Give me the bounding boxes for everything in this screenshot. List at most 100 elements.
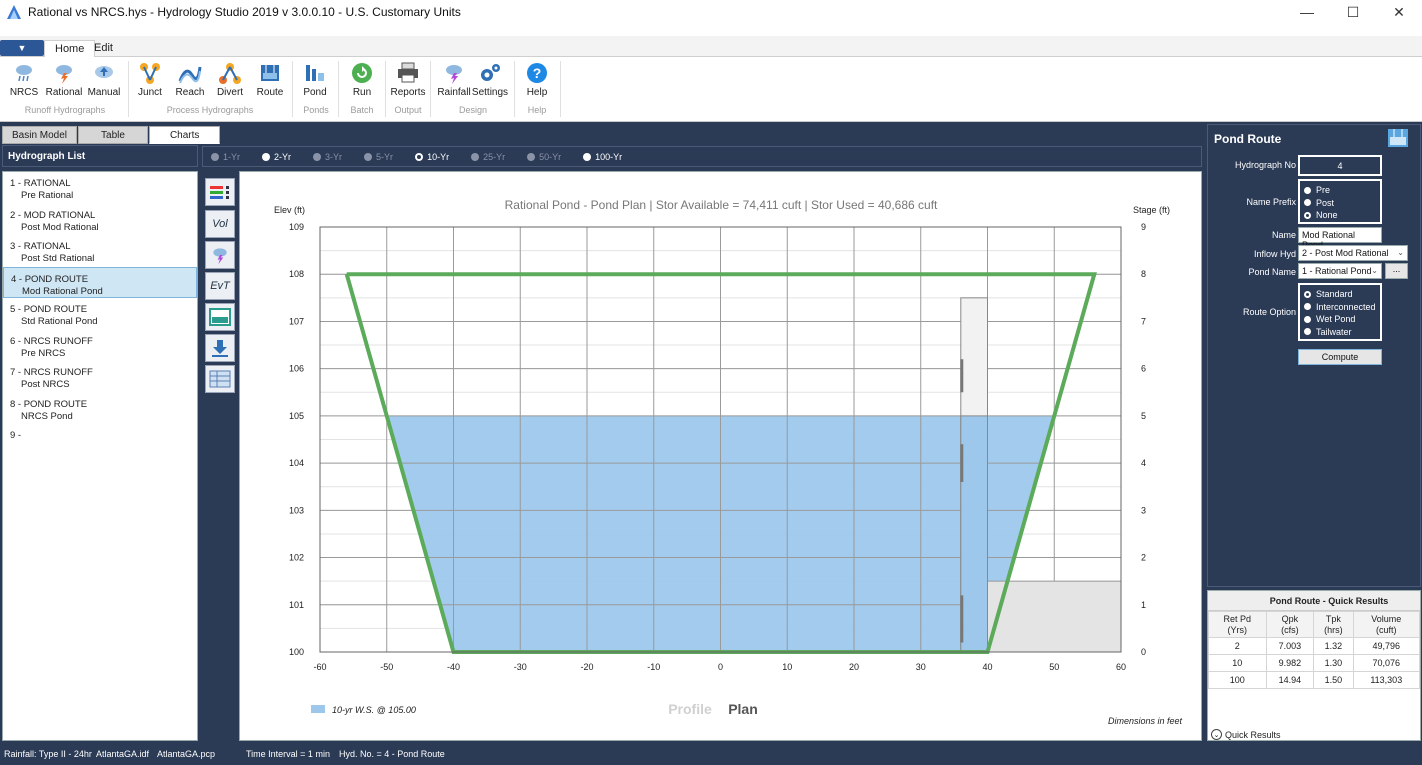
nrcs-button[interactable]: NRCS	[4, 61, 44, 98]
table-row[interactable]: 100 14.94 1.50 113,303	[1208, 671, 1421, 689]
minimize-button[interactable]: —	[1300, 4, 1314, 20]
route-option-group: Standard Interconnected Wet Pond Tailwat…	[1298, 283, 1382, 341]
header-line: Volume	[1371, 613, 1402, 624]
table-row[interactable]: 2 7.003 1.32 49,796	[1208, 637, 1421, 655]
app-menu-button[interactable]: ▼	[0, 40, 44, 56]
hydrograph-no-field[interactable]: 4	[1298, 155, 1382, 176]
list-item[interactable]: 7 - NRCS RUNOFF Post NRCS	[3, 361, 197, 393]
freq-10-yr[interactable]: 10-Yr	[415, 152, 449, 162]
inflow-hyd-value: 2 - Post Mod Rational	[1302, 248, 1389, 258]
manual-button[interactable]: Manual	[84, 61, 124, 98]
header-line: Tpk	[1325, 613, 1341, 624]
table-view-button[interactable]	[205, 365, 235, 393]
list-item[interactable]: 6 - NRCS RUNOFF Pre NRCS	[3, 330, 197, 362]
status-pcp: AtlantaGA.pcp	[157, 749, 216, 759]
list-item[interactable]: 1 - RATIONAL Pre Rational	[3, 172, 197, 204]
freq-1-yr[interactable]: 1-Yr	[211, 152, 240, 162]
route-option-label: Route Option	[1242, 307, 1296, 317]
y-tick-label: 103	[289, 505, 304, 515]
x-tick-label: 60	[1116, 662, 1126, 672]
tab-charts[interactable]: Charts	[148, 126, 221, 144]
prefix-none-radio[interactable]: None	[1304, 209, 1376, 222]
inflow-hyd-select[interactable]: 2 - Post Mod Rational ⌄	[1298, 245, 1408, 261]
table-row[interactable]: 10 9.982 1.30 70,076	[1208, 654, 1421, 672]
list-item-title: 1 - RATIONAL	[10, 178, 71, 189]
x-tick-label: -30	[514, 662, 527, 672]
reach-button[interactable]: Reach	[170, 61, 210, 98]
divert-button[interactable]: Divert	[210, 61, 250, 98]
manual-label: Manual	[87, 87, 121, 98]
run-button[interactable]: Run	[342, 61, 382, 98]
tab-home[interactable]: Home	[44, 40, 96, 58]
list-item[interactable]: 9 -	[3, 424, 197, 456]
freq-2-yr[interactable]: 2-Yr	[262, 152, 291, 162]
close-button[interactable]: ✕	[1393, 3, 1405, 20]
route-interconnected-radio[interactable]: Interconnected	[1304, 301, 1376, 314]
name-input[interactable]: Mod Rational Pond	[1298, 227, 1382, 250]
pond-name-label: Pond Name	[1248, 267, 1296, 277]
ribbon-separator	[128, 61, 129, 117]
table-icon	[209, 370, 231, 388]
help-button[interactable]: ? Help	[517, 61, 557, 98]
route-tailwater-radio[interactable]: Tailwater	[1304, 326, 1376, 339]
group-process-hydrographs: Process Hydrographs	[166, 105, 254, 115]
list-item-selected[interactable]: 4 - POND ROUTE Mod Rational Pond	[3, 266, 197, 298]
tab-basin-model[interactable]: Basin Model	[2, 126, 78, 144]
route-wet-pond-radio[interactable]: Wet Pond	[1304, 313, 1376, 326]
settings-button[interactable]: Settings	[470, 61, 510, 98]
freq-3-yr[interactable]: 3-Yr	[313, 152, 342, 162]
pond-name-select[interactable]: 1 - Rational Pond ⌄	[1298, 263, 1382, 279]
help-icon: ?	[527, 63, 547, 83]
y2-tick-label: 5	[1141, 411, 1146, 421]
export-button[interactable]	[205, 334, 235, 362]
quick-results-toggle[interactable]: ⌄ Quick Results	[1211, 729, 1281, 740]
freq-5-yr[interactable]: 5-Yr	[364, 152, 393, 162]
radio-icon	[364, 152, 373, 161]
volume-chart-button[interactable]: Vol	[205, 210, 235, 238]
route-icon	[261, 65, 279, 81]
list-item-subtitle: Post Mod Rational	[21, 221, 99, 233]
freq-25-yr[interactable]: 25-Yr	[471, 152, 505, 162]
y-tick-label: 100	[289, 647, 304, 657]
compute-button[interactable]: Compute	[1298, 349, 1382, 365]
y-tick-label: 105	[289, 411, 304, 421]
browse-pond-button[interactable]: ...	[1385, 263, 1408, 279]
radio-icon	[1304, 328, 1311, 336]
divert-label: Divert	[216, 87, 244, 98]
route-standard-radio[interactable]: Standard	[1304, 288, 1376, 301]
freq-100-yr[interactable]: 100-Yr	[583, 152, 622, 162]
rainfall-chart-button[interactable]	[205, 241, 235, 269]
elevation-time-button[interactable]: EvT	[205, 272, 235, 300]
reports-button[interactable]: Reports	[388, 61, 428, 98]
list-item-title: 6 - NRCS RUNOFF	[10, 335, 93, 347]
junct-button[interactable]: Junct	[130, 61, 170, 98]
reach-icon	[178, 66, 202, 84]
header-unit: (cuft)	[1376, 624, 1397, 635]
prefix-pre-radio[interactable]: Pre	[1304, 184, 1376, 197]
table-cell: 2	[1208, 637, 1267, 655]
y-tick-label: 101	[289, 600, 304, 610]
route-button[interactable]: Route	[250, 61, 290, 98]
riser-water	[960, 415, 988, 653]
tab-table[interactable]: Table	[78, 126, 148, 144]
pond-icon	[306, 65, 324, 81]
prefix-post-radio[interactable]: Post	[1304, 197, 1376, 210]
rainfall-button[interactable]: Rainfall	[434, 61, 474, 98]
group-output: Output	[394, 105, 422, 115]
tab-edit[interactable]: Edit	[94, 42, 113, 54]
pond-view-button[interactable]	[205, 303, 235, 331]
legend-toggle-button[interactable]	[205, 178, 235, 206]
list-item[interactable]: 3 - RATIONAL Post Std Rational	[3, 235, 197, 267]
ribbon-separator	[514, 61, 515, 117]
list-item[interactable]: 5 - POND ROUTE Std Rational Pond	[3, 298, 197, 330]
list-item[interactable]: 8 - POND ROUTE NRCS Pond	[3, 393, 197, 425]
cloud-rain-icon	[16, 65, 32, 82]
chart-canvas: -60 -50 -40 -30 -20 -10 0 10 20 30 40 50 60100101102…	[274, 198, 1182, 726]
freq-50-yr[interactable]: 50-Yr	[527, 152, 561, 162]
rational-button[interactable]: Rational	[44, 61, 84, 98]
list-item[interactable]: 2 - MOD RATIONAL Post Mod Rational	[3, 204, 197, 236]
pond-button[interactable]: Pond	[295, 61, 335, 98]
maximize-button[interactable]: ☐	[1346, 3, 1360, 20]
header-unit: (hrs)	[1324, 624, 1343, 635]
x-tick-label: -20	[580, 662, 593, 672]
